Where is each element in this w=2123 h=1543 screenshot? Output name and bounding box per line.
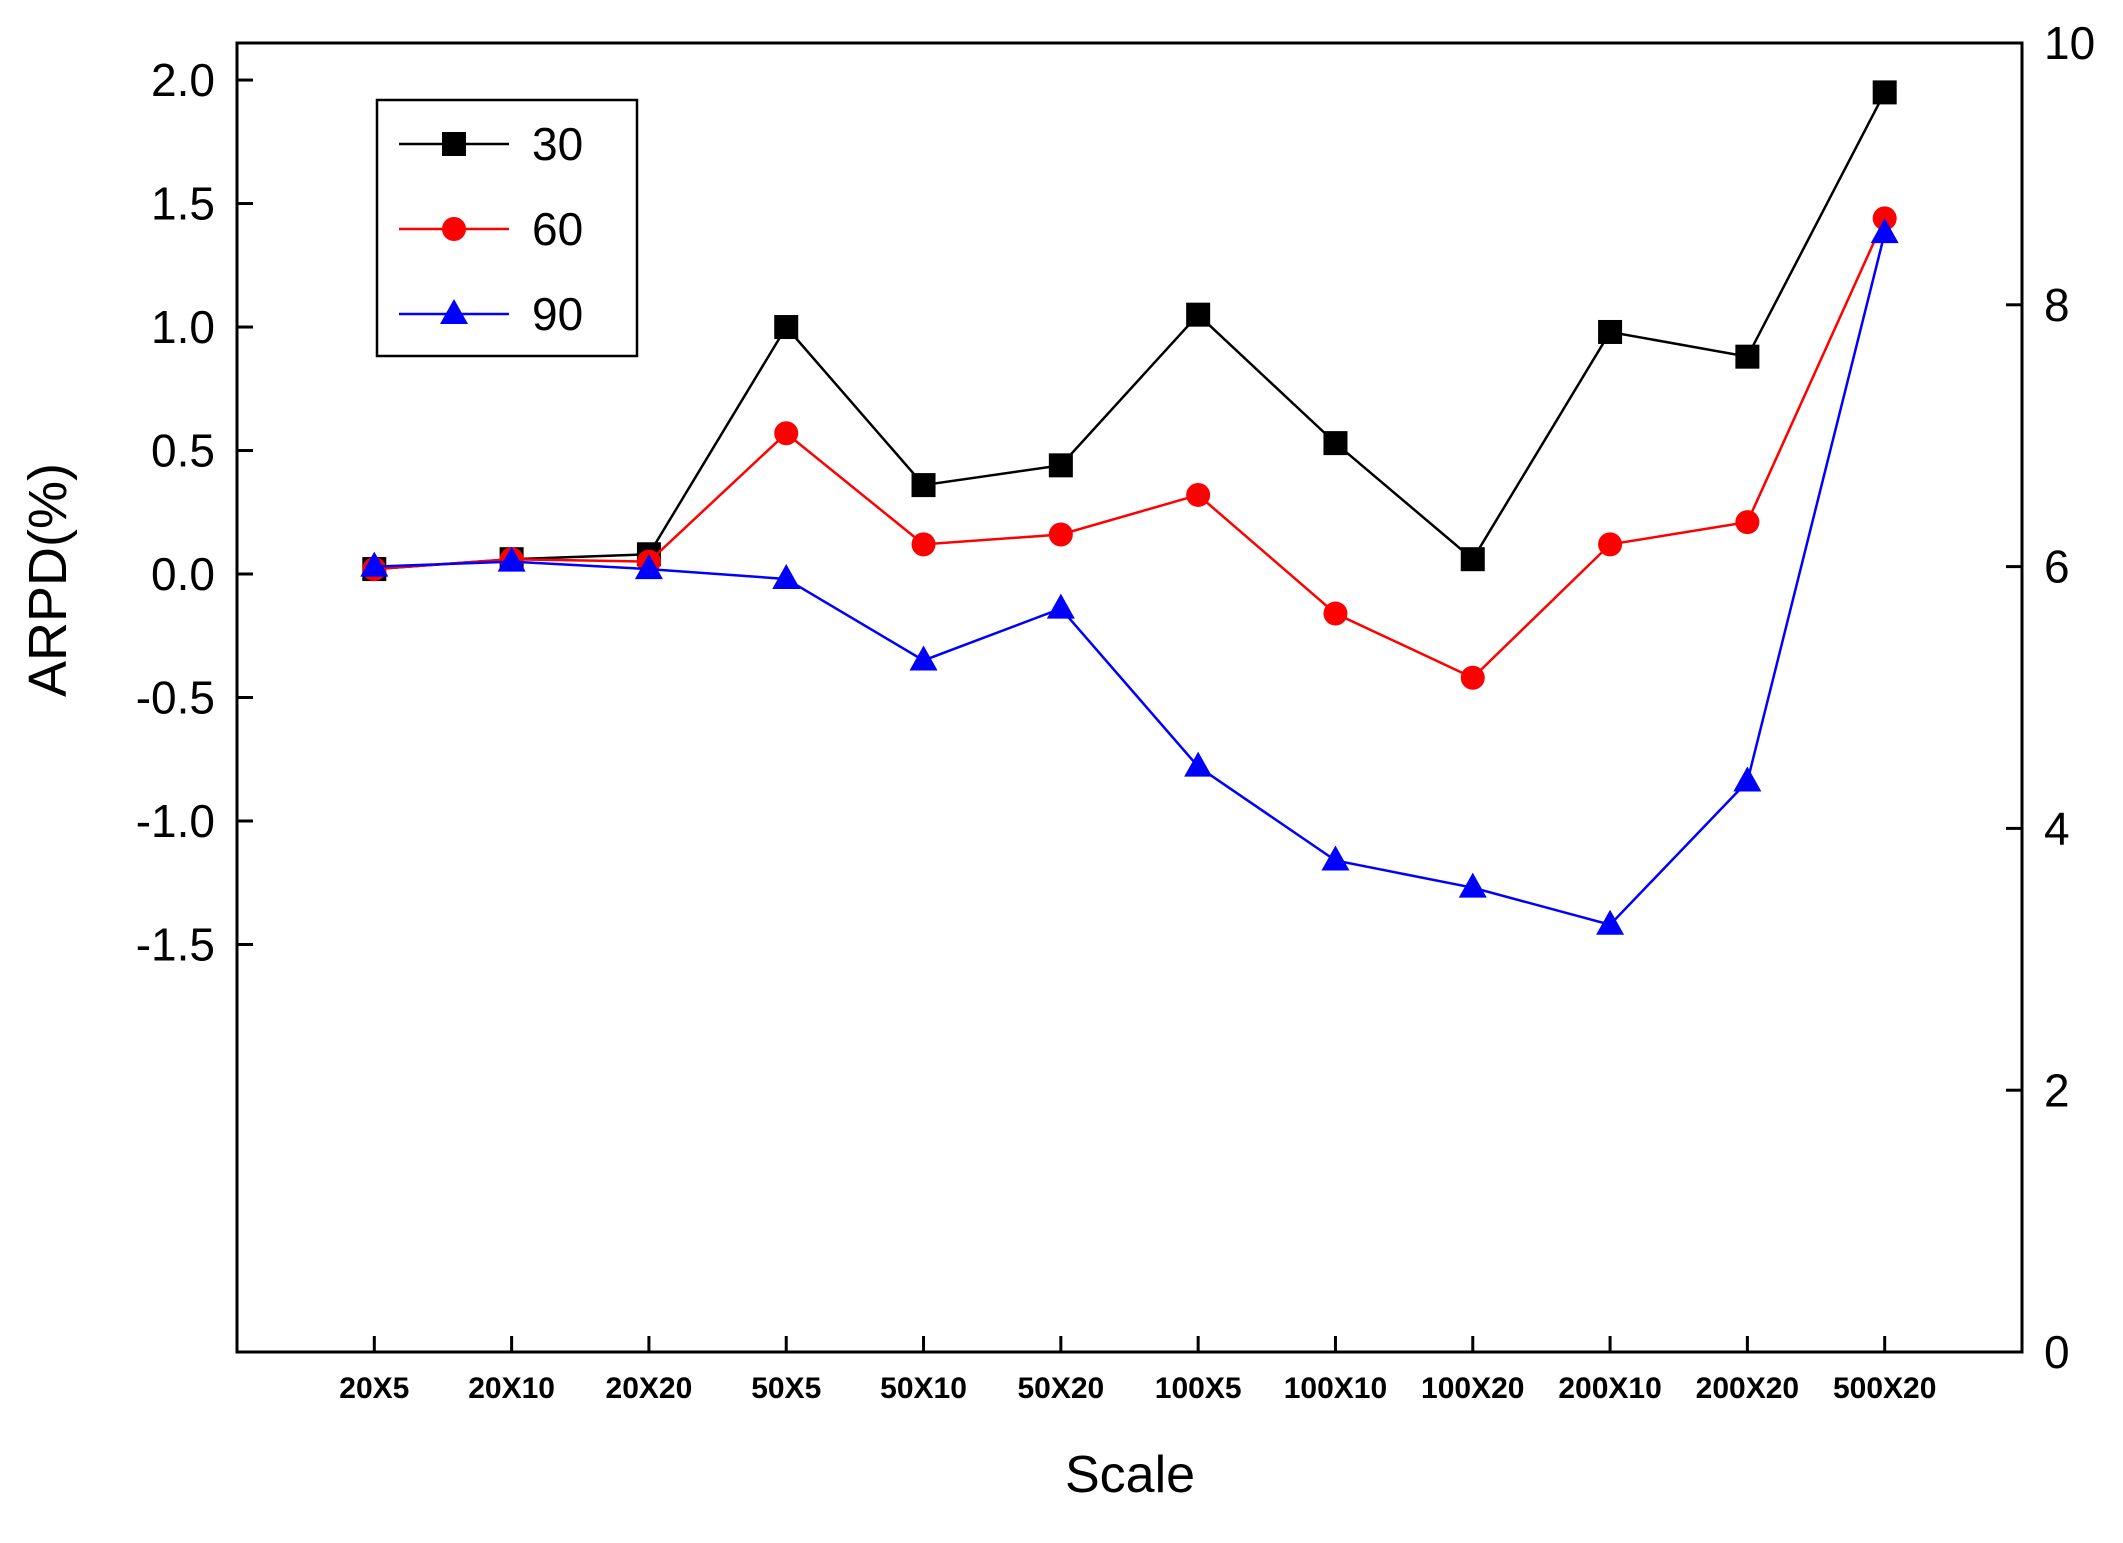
x-axis-tick-label: 20X5 [339,1372,409,1405]
x-axis-tick-label: 500X20 [1833,1372,1936,1405]
marker-triangle [634,554,663,580]
left-axis-tick-label: -0.5 [136,672,215,724]
series-line-30 [374,91,1886,571]
marker-square [1598,319,1623,344]
left-axis-tick-label: 0.0 [151,548,215,600]
marker-square [1735,344,1760,369]
marker-square [1048,453,1073,478]
marker-square [1186,302,1211,327]
legend-label-30: 30 [532,118,583,170]
marker-triangle [360,551,389,577]
marker-triangle [1184,751,1213,777]
x-axis-tick-label: 100X10 [1284,1372,1387,1405]
marker-square [911,473,936,498]
marker-square [1872,80,1897,105]
left-axis-tick-label: 1.0 [151,301,215,353]
left-axis-tick-label: -1.5 [136,919,215,971]
marker-circle [1323,601,1348,626]
marker-triangle [909,645,938,671]
x-axis-tick-label: 50X20 [1017,1372,1104,1405]
marker-square [1460,547,1485,572]
x-axis-tick-label: 20X10 [468,1372,555,1405]
right-axis-tick-label: 2 [2044,1064,2070,1116]
right-axis-tick-label: 10 [2044,17,2095,69]
marker-circle [1048,522,1073,547]
x-axis-tick-label: 100X5 [1155,1372,1242,1405]
marker-triangle [1458,872,1487,898]
x-axis-tick-label: 50X5 [751,1372,821,1405]
marker-triangle [497,546,526,572]
x-axis-tick-label: 50X10 [880,1372,967,1405]
legend-label-90: 90 [532,288,583,340]
left-axis-tick-label: 0.5 [151,425,215,477]
left-axis-tick-label: 2.0 [151,54,215,106]
marker-triangle [1733,766,1762,792]
marker-triangle [440,299,468,324]
marker-square [1323,431,1348,456]
left-axis-tick-label: -1.0 [136,795,215,847]
right-axis-tick-label: 0 [2044,1326,2070,1378]
marker-square [442,132,466,156]
marker-circle [442,217,466,241]
legend-label-60: 60 [532,203,583,255]
series-line-60 [374,217,1886,680]
marker-triangle [1046,593,1075,619]
left-axis-tick-label: 1.5 [151,178,215,230]
x-axis-tick-label: 100X20 [1421,1372,1524,1405]
marker-circle [1460,665,1485,690]
marker-circle [774,421,799,446]
marker-circle [1186,482,1211,507]
right-axis-tick-label: 4 [2044,803,2070,855]
x-axis-tick-label: 200X20 [1696,1372,1799,1405]
marker-square [774,315,799,340]
x-axis-tick-label: 200X10 [1558,1372,1661,1405]
marker-triangle [772,563,801,589]
x-axis-tick-label: 20X20 [606,1372,693,1405]
marker-triangle [1321,845,1350,871]
marker-triangle [1596,909,1625,935]
marker-triangle [1870,218,1899,244]
marker-circle [1598,532,1623,557]
series-line-90 [374,232,1886,927]
right-axis-tick-label: 6 [2044,541,2070,593]
marker-circle [911,532,936,557]
x-axis-label: Scale [1064,1446,1196,1504]
marker-circle [1735,510,1760,535]
y-axis-label: ARPD(%) [18,462,78,698]
right-axis-tick-label: 8 [2044,279,2070,331]
